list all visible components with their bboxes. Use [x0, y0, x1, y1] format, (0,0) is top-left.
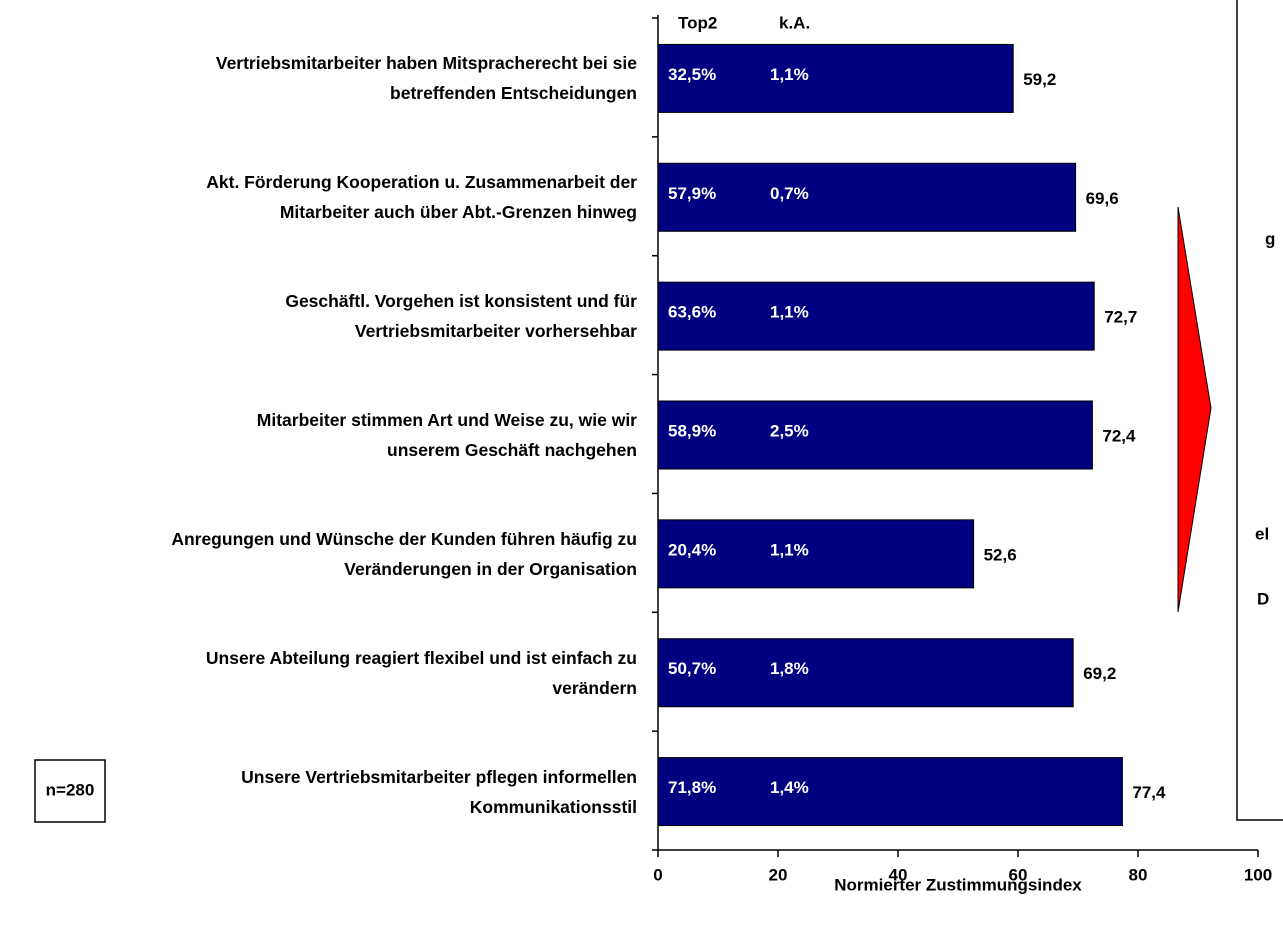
- arrow: [1177, 206, 1212, 613]
- bar: [657, 43, 1014, 113]
- column-value: 20,4%: [668, 540, 716, 559]
- x-tick-label: 40: [889, 865, 908, 884]
- column-value: 50,7%: [668, 659, 716, 678]
- bar: [657, 519, 975, 589]
- column-value: 63,6%: [668, 303, 716, 322]
- column-value: 71,8%: [668, 778, 716, 797]
- category-label: Vertriebsmitarbeiter haben Mitspracherec…: [215, 53, 637, 104]
- value-label: 52,6: [984, 545, 1017, 564]
- column-value: 2,5%: [770, 421, 809, 440]
- bar: [657, 400, 1093, 470]
- value-label: 77,4: [1132, 783, 1166, 802]
- bar: [657, 638, 1074, 708]
- column-header: k.A.: [779, 13, 810, 32]
- x-tick-label: 80: [1129, 865, 1148, 884]
- bar: [657, 162, 1077, 232]
- column-value: 0,7%: [770, 184, 809, 203]
- column-value: 1,1%: [770, 65, 809, 84]
- x-tick-label: 20: [769, 865, 788, 884]
- category-label: Akt. Förderung Kooperation u. Zusammenar…: [206, 172, 637, 223]
- column-value: 57,9%: [668, 184, 716, 203]
- value-label: 72,7: [1104, 308, 1137, 327]
- value-label: 69,2: [1083, 664, 1116, 683]
- x-tick-label: 60: [1009, 865, 1028, 884]
- note-box: [34, 759, 106, 823]
- category-label: Geschäftl. Vorgehen ist konsistent und f…: [285, 291, 637, 342]
- column-value: 58,9%: [668, 421, 716, 440]
- side-text: g: [1265, 229, 1275, 248]
- value-label: 69,6: [1086, 189, 1119, 208]
- x-axis-label: Normierter Zustimmungsindex: [834, 875, 1082, 894]
- category-label: Mitarbeiter stimmen Art und Weise zu, wi…: [256, 410, 637, 460]
- x-tick-label: 0: [653, 865, 662, 884]
- column-header: Top2: [678, 13, 717, 32]
- column-value: 1,1%: [770, 303, 809, 322]
- column-value: 1,8%: [770, 659, 809, 678]
- bar: [657, 757, 1123, 827]
- column-value: 1,1%: [770, 540, 809, 559]
- value-label: 59,2: [1023, 70, 1056, 89]
- side-text: D: [1257, 589, 1269, 608]
- note: n=280: [46, 780, 95, 799]
- category-label: Anregungen und Wünsche der Kunden führen…: [171, 528, 637, 579]
- side-text: el: [1255, 524, 1269, 543]
- bar: [657, 281, 1095, 351]
- category-label: Unsere Abteilung reagiert flexibel und i…: [205, 647, 637, 698]
- side-panel: [1236, 0, 1283, 821]
- column-value: 1,4%: [770, 778, 809, 797]
- column-value: 32,5%: [668, 65, 716, 84]
- category-label: Unsere Vertriebsmitarbeiter pflegen info…: [241, 766, 637, 817]
- x-tick-label: 100: [1244, 865, 1272, 884]
- value-label: 72,4: [1102, 426, 1136, 445]
